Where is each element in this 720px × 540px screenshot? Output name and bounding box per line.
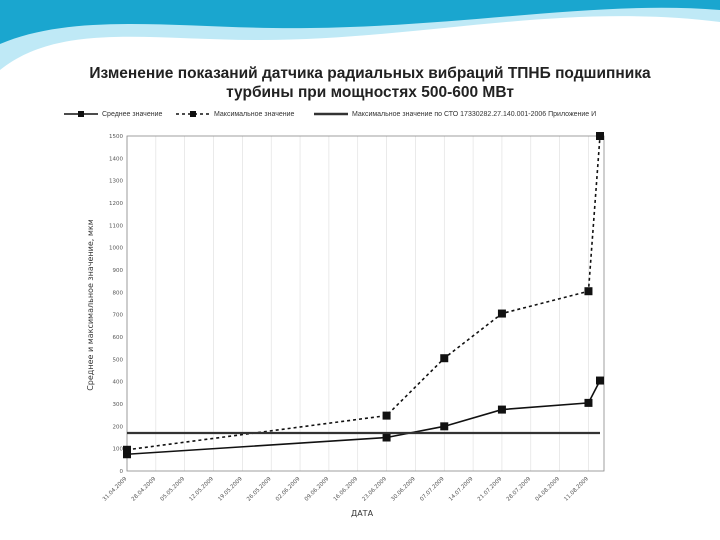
series-line-1 xyxy=(126,135,601,451)
x-tick-label: 28.07.2009 xyxy=(506,476,533,503)
legend-swatch-maximum xyxy=(176,111,210,117)
chart-title: Изменение показаний датчика радиальных в… xyxy=(60,64,680,102)
y-tick-label: 500 xyxy=(113,357,124,363)
legend-label-average: Среднее значение xyxy=(102,110,163,118)
legend-item-maximum: Максимальное значение xyxy=(176,110,294,118)
chart-title-line-2: турбины при мощностях 500-600 МВт xyxy=(226,84,514,101)
x-tick-label: 19.05.2009 xyxy=(217,476,244,503)
series-0-marker xyxy=(123,450,131,459)
x-tick-label: 12.05.2009 xyxy=(188,476,215,503)
legend-swatch-standard xyxy=(314,112,348,116)
y-tick-label: 900 xyxy=(113,268,124,274)
y-tick-label: 1200 xyxy=(109,201,123,207)
y-axis-ticks: 0 100 200 300 400 500 600 700 800 900 1000 1100 1200… xyxy=(109,134,124,475)
y-tick-label: 1500 xyxy=(109,134,123,140)
x-tick-label: 30.06.2009 xyxy=(390,476,417,503)
x-tick-label: 26.05.2009 xyxy=(246,476,273,503)
chart-title-line-1: Изменение показаний датчика радиальных в… xyxy=(89,65,651,82)
y-tick-label: 1300 xyxy=(109,179,123,185)
x-tick-label: 16.06.2009 xyxy=(333,476,360,503)
y-tick-label: 400 xyxy=(113,380,124,386)
series-1-marker xyxy=(382,411,391,420)
legend-item-standard: Максимальное значение по СТО 17330282.27… xyxy=(314,110,596,118)
x-tick-label: 21.07.2009 xyxy=(477,476,504,503)
series-1-marker xyxy=(596,132,604,140)
x-tick-label: 09.06.2009 xyxy=(304,476,331,503)
series-0-marker xyxy=(584,398,593,407)
legend-swatch-average xyxy=(64,111,98,117)
x-tick-label: 02.06.2009 xyxy=(275,476,302,503)
series-0-marker xyxy=(382,433,391,442)
legend-item-average: Среднее значение xyxy=(64,110,162,118)
y-tick-label: 100 xyxy=(113,447,124,453)
y-tick-label: 300 xyxy=(113,402,124,408)
x-tick-label: 04.08.2009 xyxy=(535,476,562,503)
legend-label-standard: Максимальное значение по СТО 17330282.27… xyxy=(352,110,597,118)
series-0-marker xyxy=(497,405,506,414)
x-tick-label: 07.07.2009 xyxy=(419,476,446,503)
series-1-marker xyxy=(440,354,449,363)
x-tick-label: 23.06.2009 xyxy=(361,476,388,503)
x-tick-label: 11.08.2009 xyxy=(563,476,590,503)
y-tick-label: 600 xyxy=(113,335,124,341)
top-wave-dark xyxy=(0,0,720,44)
y-tick-label: 200 xyxy=(113,424,124,430)
chart-axes xyxy=(126,135,605,472)
chart-grid xyxy=(126,136,589,471)
y-tick-label: 0 xyxy=(120,469,124,475)
series-1-marker xyxy=(123,445,131,454)
series-line-0 xyxy=(126,380,601,456)
chart-legend: Среднее значение Максимальное значение М… xyxy=(64,110,664,124)
x-axis-ticks: 31.04.2009 28.04.2009 05.05.2009 12.05.2009… xyxy=(102,476,590,503)
chart-series xyxy=(123,132,604,459)
series-0-marker xyxy=(596,376,604,385)
x-tick-label: 05.05.2009 xyxy=(160,476,187,503)
series-0-marker xyxy=(440,422,449,431)
y-tick-label: 1400 xyxy=(109,156,123,162)
series-1-marker xyxy=(584,287,593,296)
x-tick-label: 14.07.2009 xyxy=(448,476,475,503)
y-tick-label: 1000 xyxy=(109,246,123,252)
x-axis-label: ДАТА xyxy=(351,509,374,518)
plot-frame xyxy=(126,135,605,472)
legend-label-maximum: Максимальное значение xyxy=(214,110,295,118)
x-tick-label: 28.04.2009 xyxy=(131,476,158,503)
y-tick-label: 700 xyxy=(113,313,124,319)
y-tick-label: 800 xyxy=(113,290,124,296)
y-axis-label: Среднее и максимальное значение, мкм xyxy=(86,219,95,391)
x-tick-label: 31.04.2009 xyxy=(102,476,129,503)
series-1-marker xyxy=(497,309,506,318)
y-tick-label: 1100 xyxy=(109,223,123,229)
